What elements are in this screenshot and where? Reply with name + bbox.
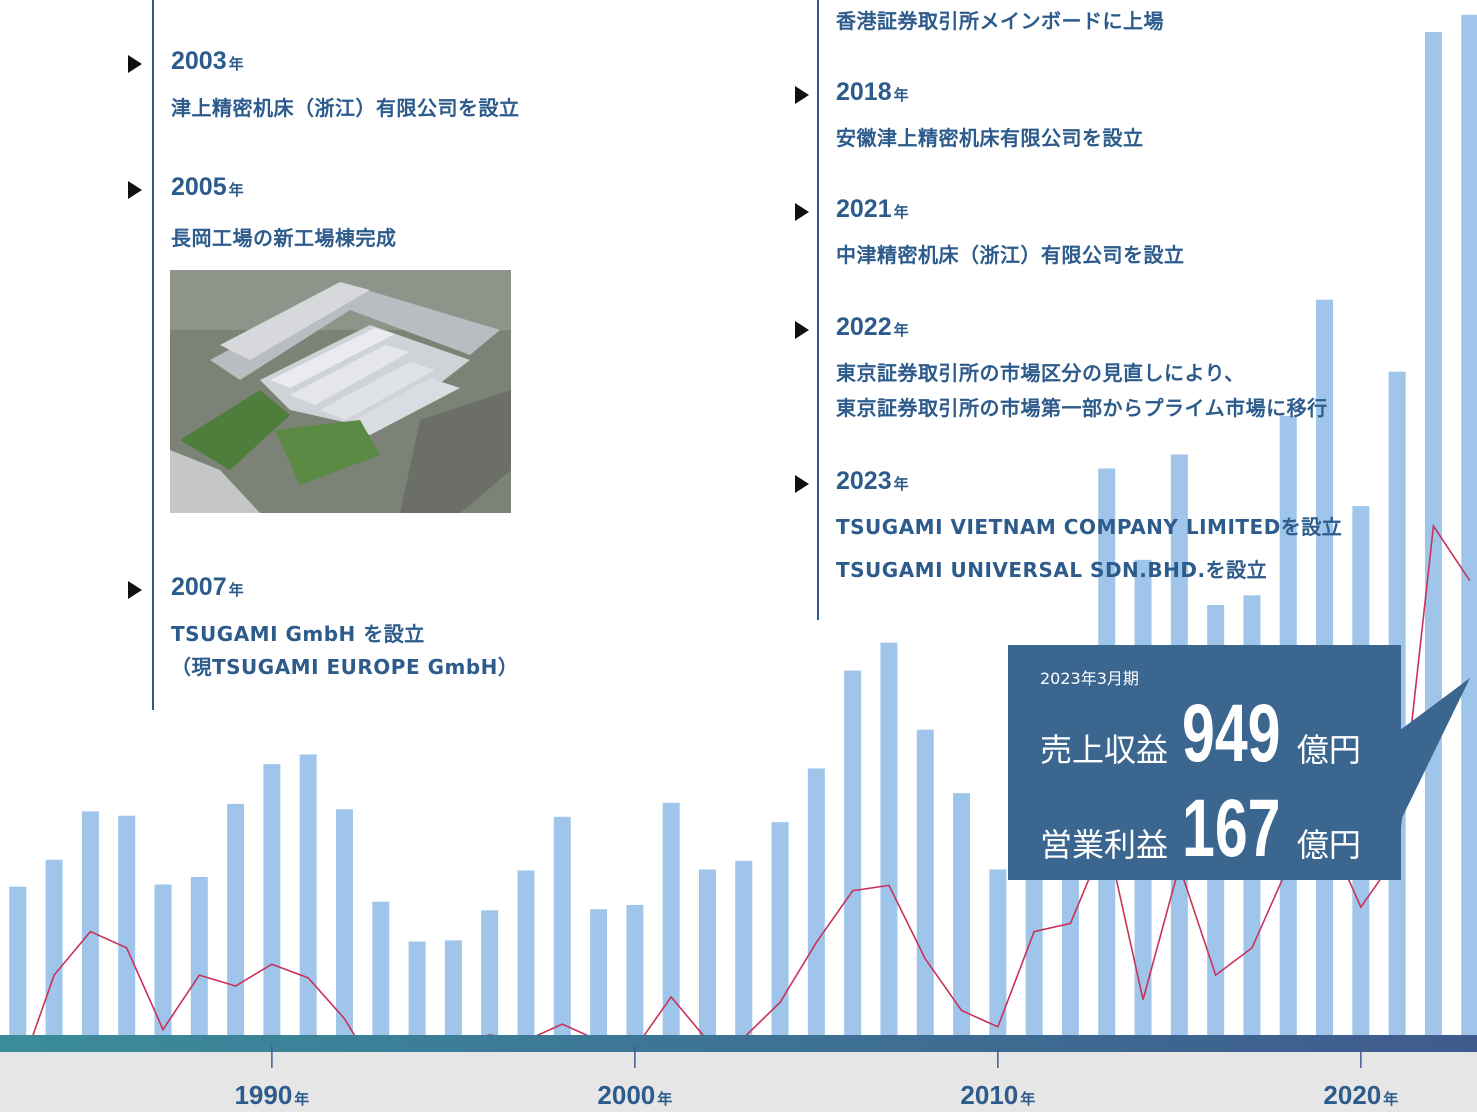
bar (300, 754, 317, 1035)
year: 2021 (836, 195, 892, 223)
x-tick-unit: 年 (1020, 1090, 1035, 1108)
timeline-marker (795, 475, 809, 493)
year-unit: 年 (229, 182, 244, 199)
page: 1990年2000年2010年2020年 香港証券取引所メインボードに上場 20… (0, 0, 1477, 1112)
x-tick-unit: 年 (294, 1090, 309, 1108)
bar (445, 940, 462, 1035)
bar (154, 885, 171, 1036)
bar (263, 764, 280, 1035)
bar (82, 811, 99, 1035)
timeline-marker (795, 86, 809, 104)
x-tick-year: 2010 (960, 1080, 1018, 1110)
axis-band (0, 1035, 1477, 1052)
timeline-text: TSUGAMI GmbH を設立 (171, 618, 425, 647)
bar (844, 671, 861, 1035)
year: 2007 (171, 573, 227, 601)
year-unit: 年 (894, 87, 909, 104)
callout-unit: 億円 (1297, 725, 1361, 771)
callout-period: 2023年3月期 (1040, 665, 1139, 689)
timeline-text: 長岡工場の新工場棟完成 (171, 222, 397, 251)
x-tick-year: 1990 (234, 1080, 292, 1110)
x-tick-unit: 年 (657, 1090, 672, 1108)
bar (808, 768, 825, 1035)
callout: 2023年3月期 売上収益 949 億円 営業利益 167 億円 (1008, 645, 1401, 880)
timeline-text: TSUGAMI UNIVERSAL SDN.BHD.を設立 (836, 554, 1267, 583)
timeline-marker (128, 181, 142, 199)
timeline-text: 東京証券取引所の市場第一部からプライム市場に移行 (836, 392, 1328, 421)
callout-label: 営業利益 (1040, 820, 1168, 866)
year-unit: 年 (229, 56, 244, 73)
bar (372, 902, 389, 1035)
bar (481, 910, 498, 1035)
year-unit: 年 (894, 476, 909, 493)
bar (9, 887, 26, 1035)
year: 2003 (171, 47, 227, 75)
timeline-text: （現TSUGAMI EUROPE GmbH） (171, 651, 518, 680)
factory-photo (170, 270, 511, 513)
timeline-text: 中津精密机床（浙江）有限公司を設立 (836, 239, 1185, 268)
timeline-marker (795, 203, 809, 221)
bar (118, 816, 135, 1035)
axis-footer (0, 1052, 1477, 1112)
bar (336, 809, 353, 1035)
timeline-text: 安徽津上精密机床有限公司を設立 (836, 122, 1144, 151)
year-unit: 年 (229, 582, 244, 599)
year: 2018 (836, 78, 892, 106)
bar (590, 909, 607, 1035)
bar (554, 817, 571, 1035)
callout-unit: 億円 (1297, 820, 1361, 866)
year: 2005 (171, 173, 227, 201)
bar (953, 793, 970, 1035)
timeline-text: 津上精密机床（浙江）有限公司を設立 (171, 92, 520, 121)
bar (626, 905, 643, 1035)
year-unit: 年 (894, 322, 909, 339)
bar (917, 730, 934, 1035)
bar (735, 861, 752, 1035)
x-tick-unit: 年 (1383, 1090, 1398, 1108)
timeline-marker (795, 321, 809, 339)
bar (517, 871, 534, 1035)
bar (409, 941, 426, 1035)
timeline-text: TSUGAMI VIETNAM COMPANY LIMITEDを設立 (836, 511, 1342, 540)
callout-row: 営業利益 167 億円 (1040, 782, 1361, 876)
bar (227, 804, 244, 1035)
callout-label: 売上収益 (1040, 725, 1168, 771)
timeline-marker (128, 581, 142, 599)
callout-value: 949 (1182, 687, 1281, 781)
year: 2023 (836, 467, 892, 495)
callout-value: 167 (1182, 782, 1281, 876)
year: 2022 (836, 313, 892, 341)
timeline-text: 東京証券取引所の市場区分の見直しにより、 (836, 357, 1245, 386)
timeline-marker (128, 55, 142, 73)
bar (1425, 32, 1442, 1035)
bar (1461, 15, 1477, 1035)
bar (663, 803, 680, 1035)
bar (46, 860, 63, 1035)
bar (191, 877, 208, 1035)
year-unit: 年 (894, 204, 909, 221)
timeline-axis (817, 0, 819, 620)
x-tick-year: 2000 (597, 1080, 655, 1110)
bar (880, 643, 897, 1035)
callout-row: 売上収益 949 億円 (1040, 687, 1361, 781)
x-tick-year: 2020 (1323, 1080, 1381, 1110)
bar (699, 869, 716, 1035)
timeline-text: 香港証券取引所メインボードに上場 (836, 5, 1164, 34)
timeline-axis (152, 0, 154, 710)
